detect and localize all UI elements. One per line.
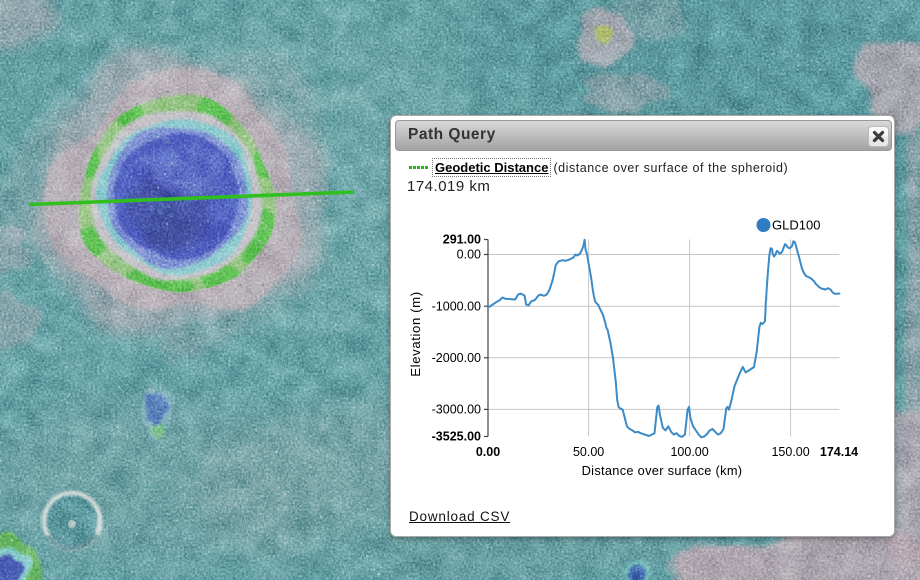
svg-text:0.00: 0.00 bbox=[457, 248, 481, 262]
svg-text:-2000.00: -2000.00 bbox=[432, 351, 481, 365]
svg-text:174.14: 174.14 bbox=[820, 445, 858, 459]
svg-text:291.00: 291.00 bbox=[443, 233, 481, 247]
svg-text:50.00: 50.00 bbox=[573, 445, 604, 459]
svg-text:0.00: 0.00 bbox=[476, 445, 500, 459]
svg-text:-3000.00: -3000.00 bbox=[432, 403, 481, 417]
svg-text:150.00: 150.00 bbox=[771, 445, 809, 459]
svg-text:-3525.00: -3525.00 bbox=[432, 430, 481, 444]
svg-text:Elevation (m): Elevation (m) bbox=[408, 291, 423, 376]
svg-text:-1000.00: -1000.00 bbox=[432, 299, 481, 313]
svg-text:GLD100: GLD100 bbox=[772, 218, 820, 233]
svg-text:Distance over surface (km): Distance over surface (km) bbox=[582, 463, 743, 478]
svg-text:100.00: 100.00 bbox=[670, 445, 708, 459]
